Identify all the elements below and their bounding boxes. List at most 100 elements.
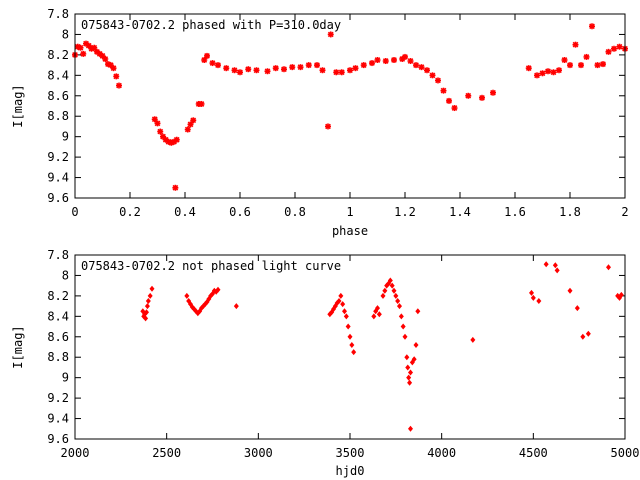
data-point xyxy=(567,287,573,294)
phased-light-curve-panel: 7.8 8 8.2 8.4 8.6 8.8 9 9.2 9.4 9.6 0 0.2 0.4 0.6 0.8… xyxy=(11,7,629,238)
data-point xyxy=(314,62,320,69)
y-tick-label: 9 xyxy=(62,130,69,144)
x-tick-label: 2500 xyxy=(152,446,181,460)
data-point xyxy=(172,184,179,191)
data-point xyxy=(534,72,540,79)
data-point xyxy=(187,121,194,128)
data-point xyxy=(530,294,536,301)
data-point xyxy=(572,41,579,48)
data-point xyxy=(184,126,191,133)
data-point xyxy=(147,292,153,299)
x-tick-label: 5000 xyxy=(611,446,640,460)
data-point xyxy=(209,60,216,67)
data-point xyxy=(543,261,549,268)
data-point xyxy=(567,62,573,69)
data-point xyxy=(281,66,287,73)
data-point xyxy=(113,73,120,80)
x-tick-label: 1.8 xyxy=(559,205,581,219)
data-point xyxy=(490,89,496,96)
x-tick-label: 3500 xyxy=(336,446,365,460)
data-point xyxy=(327,31,334,38)
data-point xyxy=(561,57,568,63)
data-point xyxy=(347,67,353,74)
data-point xyxy=(102,55,109,62)
x-tick-label: 0 xyxy=(71,205,78,219)
x-tick-label: 2000 xyxy=(61,446,90,460)
data-point xyxy=(408,425,413,432)
data-point xyxy=(352,65,359,72)
x-tick-label: 0.6 xyxy=(229,205,251,219)
data-point xyxy=(398,313,404,320)
data-point xyxy=(391,57,397,63)
y-tick-label: 9.4 xyxy=(47,412,69,426)
data-point xyxy=(605,48,612,55)
y-axis-label: I[mag] xyxy=(11,84,25,127)
data-point xyxy=(215,286,221,293)
data-point xyxy=(435,77,441,84)
data-point xyxy=(382,58,389,65)
data-point xyxy=(470,336,476,343)
data-point xyxy=(451,105,458,112)
data-point xyxy=(413,341,419,348)
data-point xyxy=(143,315,149,322)
chart-title: 075843-0702.2 not phased light curve xyxy=(81,259,341,273)
x-tick-label: 4500 xyxy=(519,446,548,460)
data-point xyxy=(253,67,260,74)
y-tick-label: 8.6 xyxy=(47,89,69,103)
data-point xyxy=(529,289,534,296)
data-point xyxy=(618,291,624,298)
data-point xyxy=(144,303,150,310)
x-tick-labels: 0 0.2 0.4 0.6 0.8 1 1.2 1.4 1.6 1.8 2 xyxy=(71,205,628,219)
data-point xyxy=(110,65,117,72)
data-point xyxy=(400,323,406,330)
data-point xyxy=(545,68,551,75)
data-point xyxy=(374,57,381,63)
data-points xyxy=(72,23,628,191)
data-point xyxy=(157,128,164,135)
y-tick-label: 9.6 xyxy=(47,432,69,446)
data-point xyxy=(369,60,375,67)
data-point xyxy=(550,69,557,76)
y-tick-label: 8.6 xyxy=(47,330,69,344)
data-point xyxy=(407,58,414,65)
x-tick-label: 4000 xyxy=(427,446,456,460)
data-point xyxy=(340,301,346,308)
data-point xyxy=(371,313,377,320)
unphased-light-curve-panel: 7.8 8 8.2 8.4 8.6 8.8 9 9.2 9.4 9.6 2000 2500 3000 3… xyxy=(11,248,639,478)
data-point xyxy=(446,97,452,104)
data-point xyxy=(198,100,205,107)
y-tick-label: 7.8 xyxy=(47,7,69,21)
data-point xyxy=(574,305,580,312)
data-point xyxy=(305,62,312,69)
x-tick-label: 0.8 xyxy=(284,205,306,219)
data-point xyxy=(616,43,623,50)
data-point xyxy=(360,62,367,69)
data-point xyxy=(415,308,421,315)
data-point xyxy=(429,72,436,79)
data-point xyxy=(325,123,331,130)
chart-title: 075843-0702.2 phased with P=310.0day xyxy=(81,18,341,32)
data-point xyxy=(333,69,340,76)
y-tick-label: 8 xyxy=(62,268,69,282)
plot-frame xyxy=(74,254,626,440)
x-tick-label: 1 xyxy=(346,205,353,219)
y-tick-label: 9.4 xyxy=(47,171,69,185)
data-point xyxy=(144,309,149,316)
data-point xyxy=(154,120,161,127)
data-point xyxy=(91,44,98,51)
data-point xyxy=(382,287,388,294)
data-point xyxy=(418,64,425,71)
data-point xyxy=(149,285,155,292)
x-axis-label: hjd0 xyxy=(336,464,365,478)
data-point xyxy=(272,65,279,72)
data-point xyxy=(402,53,408,60)
data-point xyxy=(297,64,304,71)
x-tick-labels: 2000 2500 3000 3500 4000 4500 5000 xyxy=(61,446,640,460)
data-point xyxy=(585,330,591,337)
y-tick-label: 9.6 xyxy=(47,191,69,205)
data-point xyxy=(342,308,347,315)
data-point xyxy=(578,62,584,69)
data-point xyxy=(245,66,252,73)
data-point xyxy=(215,62,221,69)
data-point xyxy=(552,262,558,269)
